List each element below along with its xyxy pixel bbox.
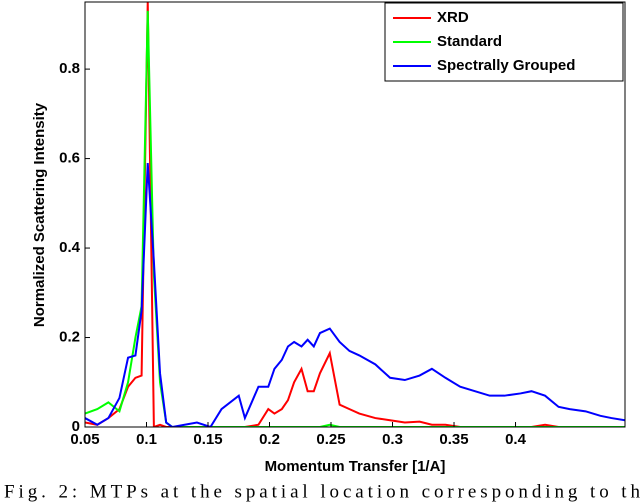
legend-label: XRD bbox=[437, 9, 469, 26]
x-tick-label: 0.2 bbox=[259, 431, 280, 448]
legend-label: Standard bbox=[437, 33, 502, 50]
y-tick-label: 0.6 bbox=[59, 150, 80, 167]
x-axis-label: Momentum Transfer [1/A] bbox=[265, 458, 446, 475]
x-tick-label: 0.4 bbox=[505, 431, 527, 448]
data-line bbox=[85, 162, 625, 427]
data-line bbox=[85, 2, 625, 427]
y-tick-label: 0.4 bbox=[59, 239, 81, 256]
y-tick-label: 0.8 bbox=[59, 60, 80, 77]
y-tick-label: 0 bbox=[72, 418, 80, 435]
x-tick-label: 0.1 bbox=[136, 431, 157, 448]
x-tick-label: 0.35 bbox=[439, 431, 468, 448]
x-tick-label: 0.15 bbox=[193, 431, 222, 448]
x-tick-label: 0.25 bbox=[316, 431, 345, 448]
x-tick-label: 0.3 bbox=[382, 431, 403, 448]
y-tick-label: 0.2 bbox=[59, 328, 80, 345]
x-tick-label: 0.05 bbox=[70, 431, 99, 448]
y-axis-label: Normalized Scattering Intensity bbox=[31, 102, 48, 327]
legend-label: Spectrally Grouped bbox=[437, 57, 575, 74]
caption: Fig. 2: MTPs at the spatial location cor… bbox=[4, 481, 640, 502]
plot-frame bbox=[84, 1, 626, 428]
